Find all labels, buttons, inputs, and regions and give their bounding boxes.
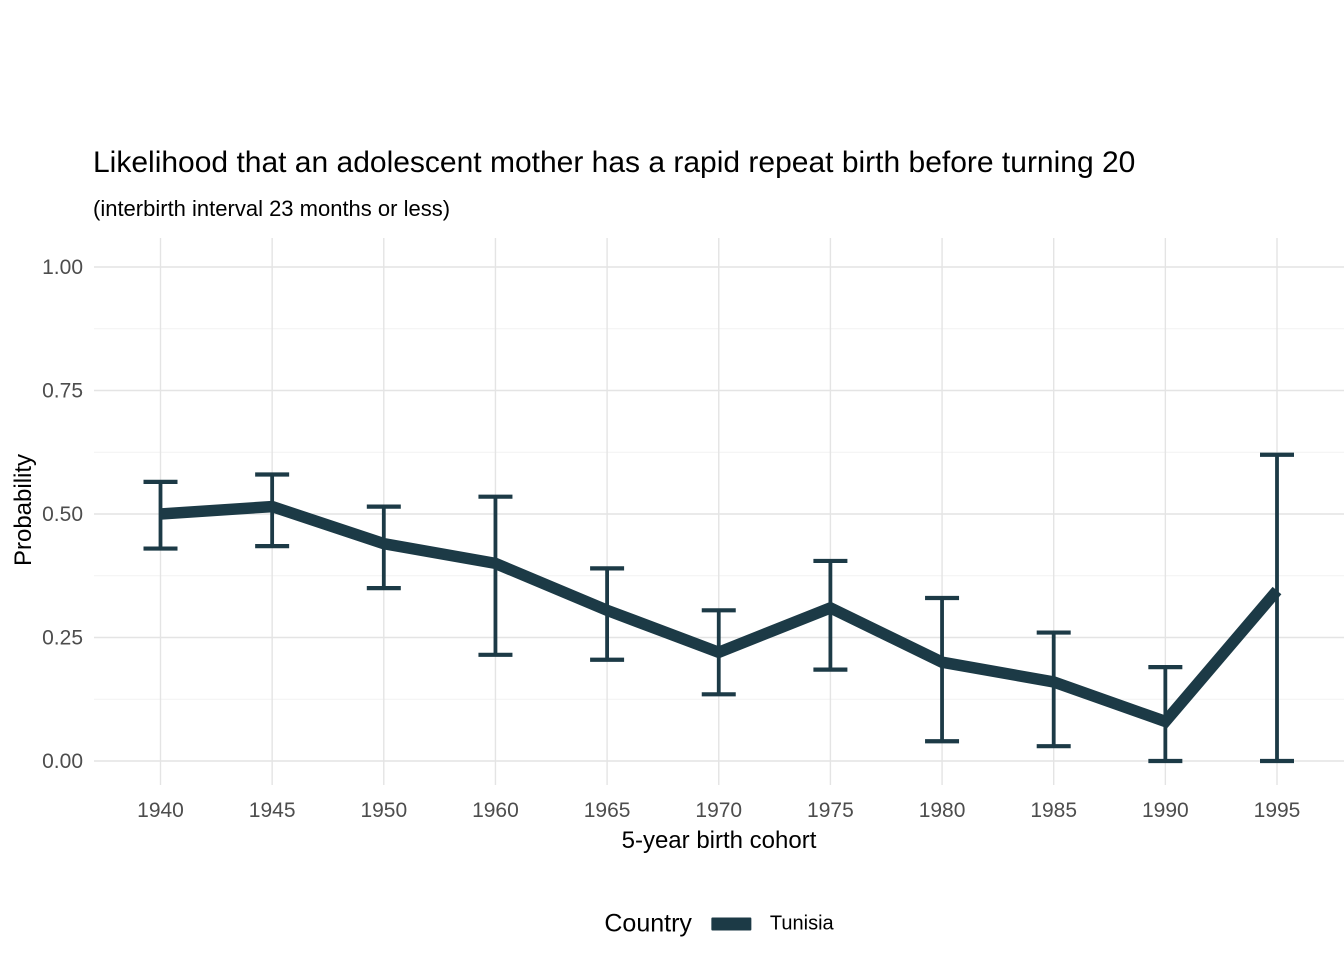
y-tick-label: 0.50 [42,503,83,526]
trend-line-tunisia [160,500,1282,729]
legend-title: Country [604,909,692,938]
x-tick-label: 1945 [249,799,296,822]
y-tick-label: 0.00 [42,750,83,773]
x-tick-label: 1980 [919,799,966,822]
x-tick-label: 1950 [360,799,407,822]
y-tick-label: 0.75 [42,380,83,403]
x-axis-title: 5-year birth cohort [621,827,817,854]
x-tick-label: 1995 [1254,799,1301,822]
x-tick-label: 1940 [137,799,184,822]
chart-subtitle: (interbirth interval 23 months or less) [93,196,451,221]
chart-title: Likelihood that an adolescent mother has… [93,146,1136,179]
x-tick-label: 1985 [1030,799,1077,822]
x-tick-label: 1965 [584,799,631,822]
legend: Country Tunisia [604,910,833,939]
legend-swatch-tunisia [710,917,751,931]
x-tick-label: 1990 [1142,799,1189,822]
y-tick-label: 1.00 [42,256,83,279]
x-tick-label: 1970 [695,799,742,822]
legend-label-tunisia: Tunisia [769,912,834,935]
x-tick-label: 1960 [472,799,519,822]
y-tick-label: 0.25 [42,627,83,650]
x-tick-label: 1975 [807,799,854,822]
